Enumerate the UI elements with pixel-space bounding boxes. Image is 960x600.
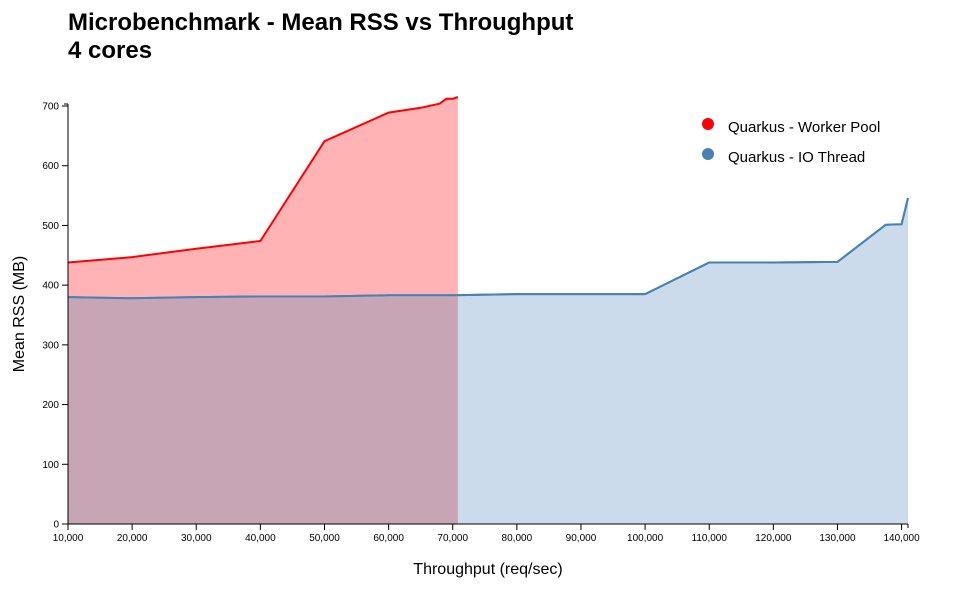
legend-swatch-1 — [702, 148, 714, 160]
x-axis-label: Throughput (req/sec) — [413, 561, 562, 578]
y-tick-label: 300 — [42, 340, 59, 351]
legend-label-1: Quarkus - IO Thread — [728, 149, 865, 166]
x-tick-label: 120,000 — [755, 533, 792, 544]
x-tick-label: 130,000 — [819, 533, 856, 544]
x-tick-label: 80,000 — [502, 533, 533, 544]
x-tick-label: 90,000 — [566, 533, 597, 544]
x-tick-label: 30,000 — [181, 533, 212, 544]
x-tick-label: 10,000 — [53, 533, 84, 544]
x-tick-label: 50,000 — [309, 533, 340, 544]
y-axis-label: Mean RSS (MB) — [11, 256, 28, 372]
y-tick-label: 200 — [42, 400, 59, 411]
y-tick-label: 500 — [42, 221, 59, 232]
y-tick-label: 0 — [53, 520, 59, 531]
chart-subtitle: 4 cores — [68, 37, 152, 64]
legend-swatch-0 — [702, 118, 714, 130]
chart-title: Microbenchmark - Mean RSS vs Throughput — [68, 9, 573, 36]
x-tick-label: 110,000 — [692, 533, 728, 544]
x-tick-label: 60,000 — [373, 533, 404, 544]
x-tick-label: 40,000 — [245, 533, 276, 544]
legend-label-0: Quarkus - Worker Pool — [728, 119, 880, 136]
x-tick-label: 70,000 — [437, 533, 468, 544]
axes: 0 100 200 300 400 500 600 700 10,000 20,000 30,000… — [42, 102, 920, 545]
x-tick-label: 20,000 — [117, 533, 148, 544]
legend: Quarkus - Worker Pool Quarkus - IO Thread — [702, 118, 880, 166]
overlap-area — [68, 295, 458, 524]
series-line-1-top — [67, 197, 909, 300]
x-tick-label: 100,000 — [627, 533, 664, 544]
y-tick-label: 400 — [42, 281, 59, 292]
plot-areas — [67, 96, 909, 524]
y-tick-label: 700 — [42, 102, 59, 113]
y-tick-label: 100 — [42, 460, 59, 471]
series-line-0 — [67, 96, 459, 264]
y-tick-label: 600 — [42, 161, 59, 172]
x-tick-label: 140,000 — [884, 533, 921, 544]
